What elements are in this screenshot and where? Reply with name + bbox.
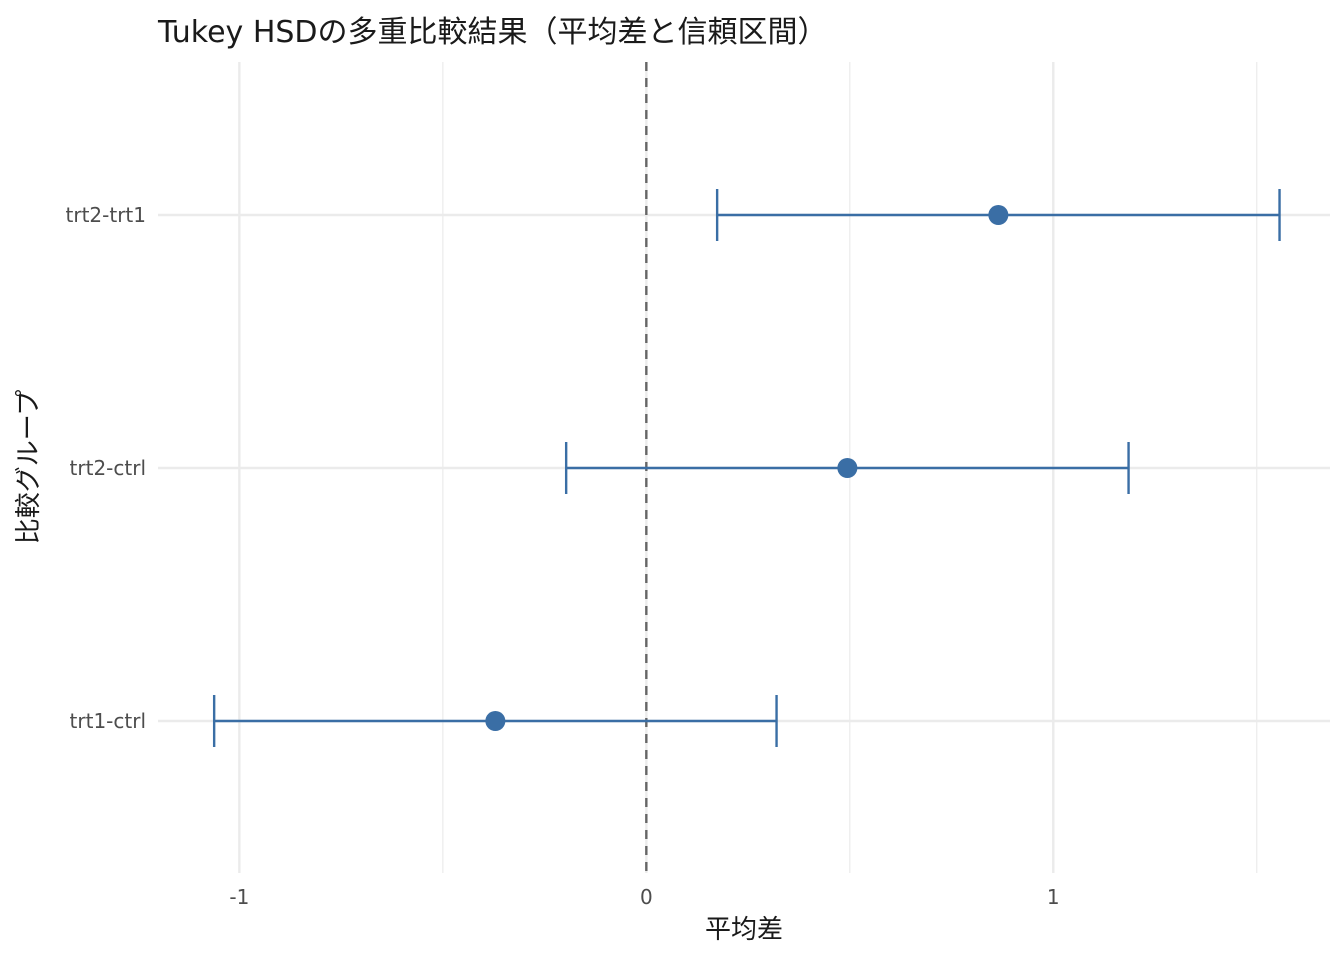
chart-title: Tukey HSDの多重比較結果（平均差と信頼区間）	[157, 15, 828, 50]
y-tick-label: trt2-trt1	[66, 203, 146, 227]
x-tick-label: -1	[229, 885, 249, 909]
marks-layer	[212, 189, 1281, 747]
x-tick-labels: -1 0 1	[229, 885, 1059, 909]
estimate-point-trt1-ctrl	[485, 711, 506, 731]
y-tick-label: trt2-ctrl	[70, 456, 146, 480]
estimate-point-trt2-trt1	[988, 205, 1009, 225]
x-axis-title: 平均差	[705, 915, 783, 945]
x-tick-label: 1	[1047, 885, 1060, 909]
y-axis-title: 比較グループ	[14, 390, 44, 544]
y-tick-label: trt1-ctrl	[70, 709, 146, 733]
x-tick-label: 0	[640, 885, 653, 909]
estimate-point-trt2-ctrl	[837, 458, 858, 478]
y-tick-labels: trt2-trt1 trt2-ctrl trt1-ctrl	[66, 203, 146, 733]
